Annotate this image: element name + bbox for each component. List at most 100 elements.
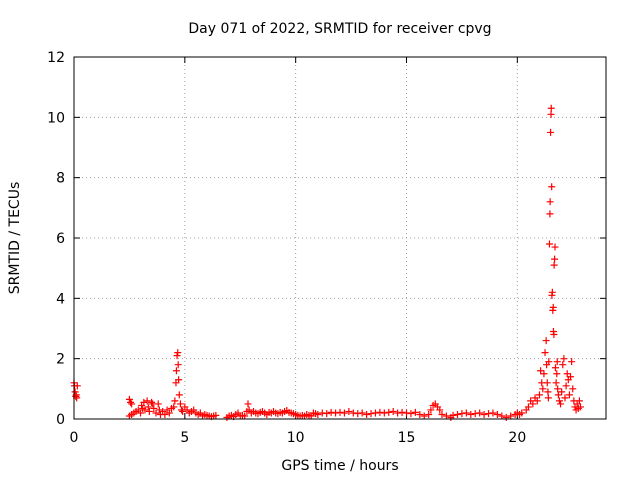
data-point xyxy=(150,404,158,412)
data-point xyxy=(145,407,153,415)
data-point xyxy=(152,409,160,417)
data-point xyxy=(127,398,135,406)
data-point xyxy=(155,406,163,414)
data-point xyxy=(332,409,340,417)
data-point xyxy=(174,349,182,357)
data-point xyxy=(170,403,178,411)
data-point xyxy=(480,410,488,418)
data-point xyxy=(340,409,348,417)
data-point xyxy=(575,397,583,405)
data-point xyxy=(554,391,562,399)
x-axis-label: GPS time / hours xyxy=(281,458,398,474)
data-point xyxy=(403,409,410,417)
data-point xyxy=(323,410,331,418)
data-point xyxy=(548,288,556,296)
data-point xyxy=(547,128,555,136)
data-point xyxy=(548,183,556,191)
data-point xyxy=(241,412,249,420)
data-point xyxy=(449,411,457,419)
data-point xyxy=(128,400,136,408)
data-point xyxy=(453,410,461,418)
data-point xyxy=(438,410,446,418)
data-point xyxy=(498,412,506,420)
data-point xyxy=(485,410,493,418)
y-tick-label: 12 xyxy=(47,50,65,66)
x-tick-label: 15 xyxy=(398,430,416,446)
data-point xyxy=(543,379,551,387)
y-axis-label: SRMTID / TECUs xyxy=(7,182,23,295)
data-point xyxy=(336,408,344,416)
data-point xyxy=(551,243,559,251)
data-point xyxy=(179,407,187,415)
data-point xyxy=(545,358,553,366)
data-point xyxy=(174,361,182,369)
data-point xyxy=(545,240,553,248)
data-point xyxy=(411,408,419,416)
data-point xyxy=(544,394,552,402)
data-point xyxy=(354,410,362,418)
data-point xyxy=(458,410,466,418)
data-point xyxy=(349,409,357,417)
data-point xyxy=(502,413,510,421)
data-point xyxy=(553,370,561,378)
data-point xyxy=(176,400,184,408)
data-point xyxy=(467,410,475,418)
data-point xyxy=(125,395,133,403)
data-point xyxy=(376,408,384,416)
data-point xyxy=(425,410,433,418)
y-tick-label: 10 xyxy=(47,110,65,126)
data-point xyxy=(567,373,575,381)
x-tick-label: 0 xyxy=(70,430,79,446)
data-point xyxy=(550,261,558,269)
data-point xyxy=(559,361,567,369)
data-point xyxy=(539,385,547,393)
data-point xyxy=(563,370,571,378)
data-point xyxy=(367,410,375,418)
data-point xyxy=(577,403,585,411)
data-point xyxy=(561,394,569,402)
plot-frame xyxy=(73,56,607,420)
data-point xyxy=(398,408,406,416)
data-point xyxy=(553,358,561,366)
data-point xyxy=(536,391,543,399)
data-point xyxy=(529,400,537,408)
data-point xyxy=(137,409,144,417)
data-points-layer xyxy=(70,104,585,421)
data-point xyxy=(314,410,322,418)
data-point xyxy=(407,410,415,418)
data-point xyxy=(141,406,149,414)
data-point xyxy=(493,410,501,418)
y-tick-label: 8 xyxy=(56,171,65,187)
x-tick-label: 20 xyxy=(508,430,526,446)
data-point xyxy=(148,398,156,406)
data-point xyxy=(554,385,562,393)
data-point xyxy=(71,388,79,396)
data-point xyxy=(175,376,183,384)
data-point xyxy=(549,303,557,311)
data-point xyxy=(318,409,326,417)
data-point xyxy=(436,406,444,414)
data-point xyxy=(389,407,397,415)
data-point xyxy=(173,352,181,360)
data-point xyxy=(551,255,559,263)
data-point xyxy=(161,410,169,418)
data-point xyxy=(363,410,371,418)
data-point xyxy=(143,397,151,405)
data-point xyxy=(547,110,555,118)
data-point xyxy=(358,409,366,417)
data-point xyxy=(555,397,563,405)
data-point xyxy=(171,397,179,405)
data-point xyxy=(569,385,577,393)
data-point xyxy=(327,408,335,416)
data-point xyxy=(557,400,565,408)
data-point xyxy=(144,403,152,411)
data-point xyxy=(371,409,379,417)
data-point xyxy=(73,382,81,390)
data-point xyxy=(154,400,162,408)
data-point xyxy=(518,409,526,417)
data-point xyxy=(547,104,555,112)
y-tick-label: 6 xyxy=(56,231,65,247)
data-point xyxy=(416,410,424,418)
data-point xyxy=(550,331,558,339)
